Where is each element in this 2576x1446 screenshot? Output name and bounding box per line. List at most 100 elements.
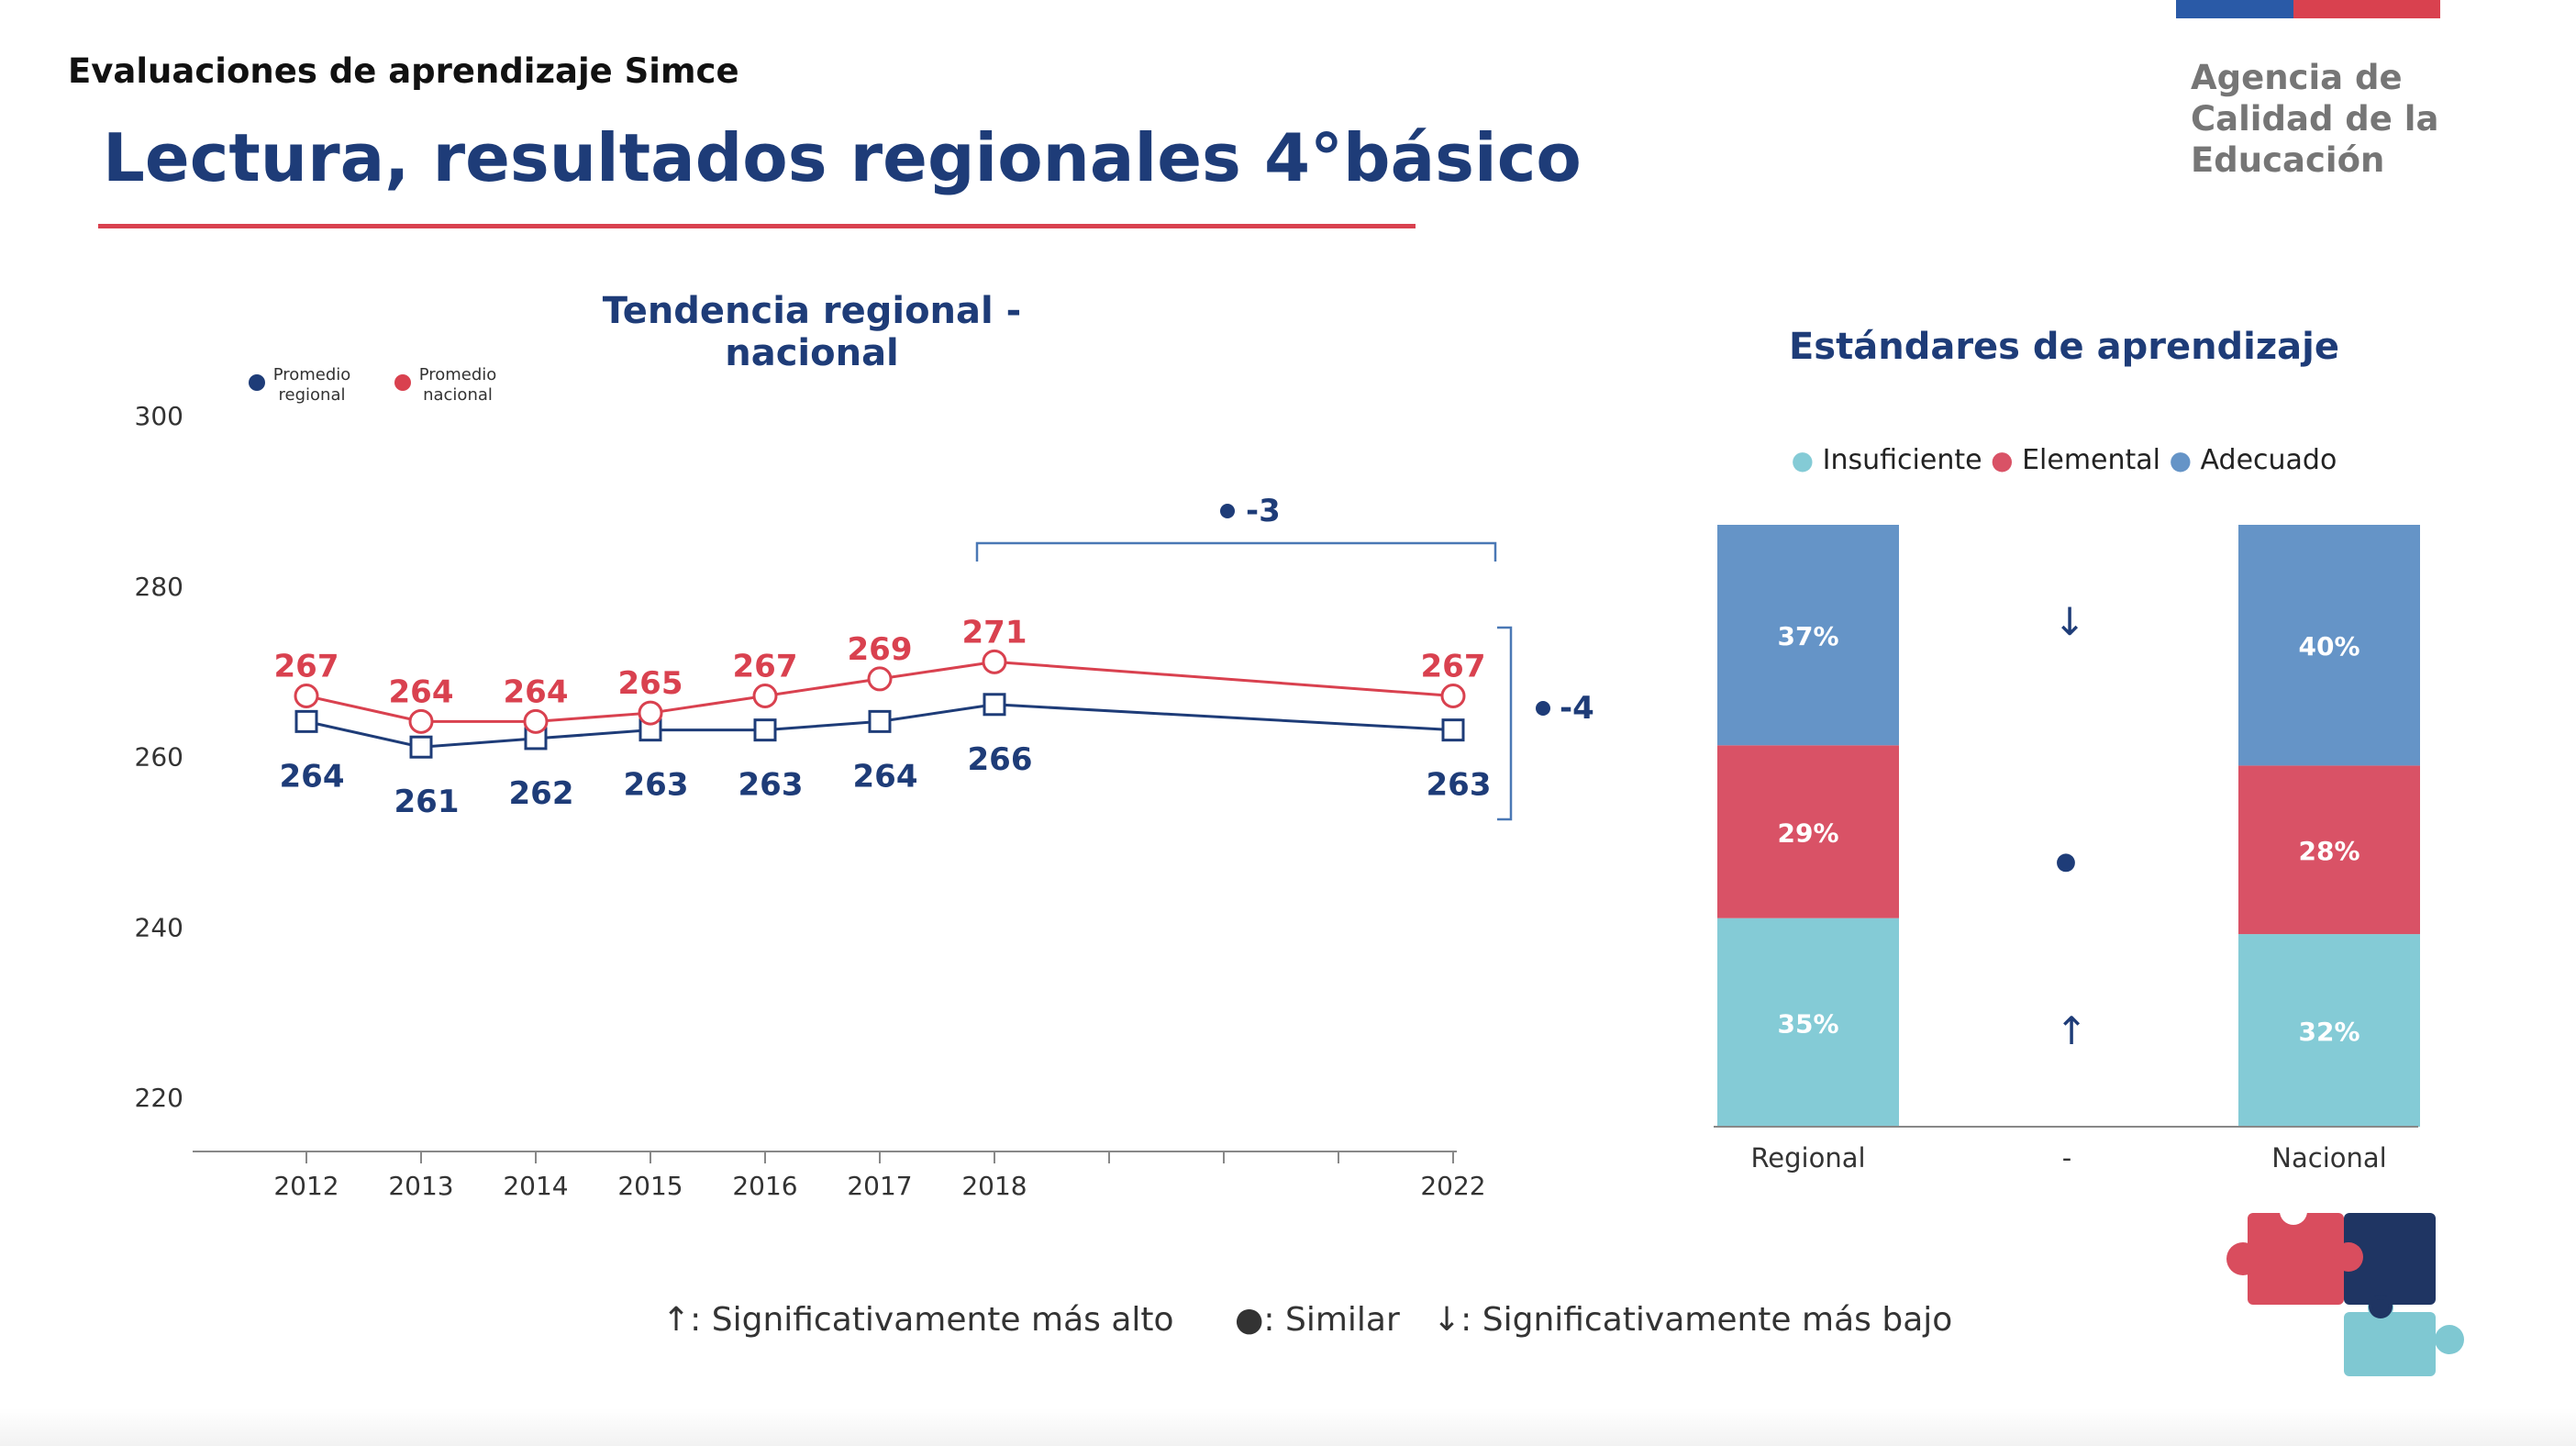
series-line-nacional (305, 660, 1454, 723)
data-point-regional (868, 709, 892, 733)
y-tick-label: 260 (135, 742, 183, 773)
data-point-nacional (523, 708, 549, 734)
data-point-nacional (1440, 683, 1466, 708)
data-point-nacional (294, 683, 319, 708)
legend-dot-regional (249, 374, 265, 391)
annotation-gap-dot (1536, 701, 1550, 716)
data-point-regional (409, 735, 433, 759)
data-label-regional: 262 (509, 775, 574, 812)
data-label-regional: 263 (1427, 767, 1492, 804)
bar-chart-legend: ● Insuficiente ● Elemental ● Adecuado (1725, 444, 2404, 476)
data-point-regional (1441, 718, 1465, 742)
agency-line-2: Calidad de la (2191, 99, 2439, 139)
category-label-regional: Regional (1750, 1142, 1865, 1173)
bar-label-elemental: 28% (2298, 836, 2359, 866)
data-label-nacional: 269 (848, 631, 913, 668)
legend-label-adecuado: Adecuado (2200, 444, 2337, 476)
bar-segment-elemental-nacional (2238, 765, 2420, 935)
annotation-change-dot (1220, 504, 1235, 518)
data-point-regional (753, 718, 777, 742)
legend-dot-adecuado: ● (2169, 445, 2192, 475)
bar-label-insuficiente: 35% (1777, 1008, 1838, 1039)
legend-label-regional-2: regional (279, 385, 346, 405)
legend-lower: ↓: Significativamente más bajo (1433, 1301, 1953, 1339)
comparison-insuficiente-arrow-up: ↑ (2055, 1008, 2087, 1053)
data-label-nacional: 271 (962, 614, 1027, 651)
line-chart-annotations: -3 -4 (975, 493, 1594, 821)
bar-segment-elemental-regional (1717, 745, 1899, 918)
x-tick-label: 2015 (617, 1171, 683, 1201)
line-chart: Promedio regional Promedio nacional 300 2… (135, 365, 1594, 1201)
bracket-2018-2022 (975, 541, 1497, 562)
data-label-regional: 264 (853, 758, 918, 795)
bar-segment-insuficiente-regional (1717, 918, 1899, 1127)
top-accent-bar-blue (2176, 0, 2293, 18)
puzzle-decoration-icon (2226, 1197, 2464, 1376)
bracket-gap-2022 (1497, 626, 1513, 821)
y-tick-label: 280 (135, 572, 183, 602)
legend-similar: ●: Similar (1235, 1301, 1400, 1339)
page-title: Lectura, resultados regionales 4°básico (103, 119, 1582, 196)
data-label-nacional: 264 (389, 673, 454, 710)
legend-label-nacional-2: nacional (423, 385, 493, 405)
legend-label-insuficiente: Insuficiente (1822, 444, 1982, 476)
legend-dot-insuficiente: ● (1791, 445, 1815, 475)
data-point-nacional (408, 708, 434, 734)
data-label-nacional: 267 (733, 648, 798, 684)
data-label-nacional: 265 (618, 665, 683, 702)
annotation-change-value: -3 (1246, 493, 1281, 529)
data-point-regional (983, 693, 1006, 717)
bar-segment-adecuado-nacional (2238, 525, 2420, 766)
legend-higher: ↑: Significativamente más alto (662, 1301, 1174, 1339)
x-tick-label: 2016 (732, 1171, 797, 1201)
data-label-regional: 263 (624, 767, 689, 804)
agency-line-1: Agencia de (2191, 58, 2403, 97)
data-point-nacional (982, 649, 1007, 674)
x-tick-label: 2012 (273, 1171, 339, 1201)
x-tick-label: 2022 (1420, 1171, 1485, 1201)
data-label-regional: 261 (394, 784, 460, 820)
legend-dot-nacional (394, 374, 411, 391)
data-label-nacional: 267 (1421, 648, 1486, 684)
legend-dot-elemental: ● (1991, 445, 2014, 475)
data-point-nacional (752, 683, 778, 708)
comparison-elemental-dot: ● (2056, 848, 2077, 875)
category-label-middle: - (2062, 1142, 2071, 1173)
x-tick-label: 2013 (388, 1171, 453, 1201)
stacked-bar-chart: 35% 29% 37% 32% 28% 40% Regional Nacional - ↓ ●… (1714, 525, 2420, 1173)
x-tick-label: 2014 (503, 1171, 568, 1201)
annotation-gap-value: -4 (1560, 690, 1594, 727)
line-chart-legend: Promedio regional Promedio nacional (249, 365, 496, 405)
data-point-nacional (867, 666, 893, 692)
bar-segment-insuficiente-nacional (2238, 934, 2420, 1127)
y-tick-label: 240 (135, 912, 183, 942)
data-label-regional: 264 (280, 758, 345, 795)
bar-label-adecuado: 37% (1777, 621, 1838, 651)
bar-label-adecuado: 40% (2298, 631, 2359, 662)
comparison-symbols: ↓ ● ↑ (2053, 599, 2087, 1053)
legend-label-regional-1: Promedio (273, 365, 351, 384)
bar-label-insuficiente: 32% (2298, 1017, 2359, 1047)
legend-label-elemental: Elemental (2022, 444, 2161, 476)
page-subtitle: Evaluaciones de aprendizaje Simce (68, 51, 739, 91)
bar-segment-adecuado-regional (1717, 525, 1899, 746)
data-point-nacional (638, 700, 663, 726)
data-point-regional (294, 709, 318, 733)
data-label-regional: 266 (968, 741, 1033, 778)
series-line-regional (305, 703, 1454, 749)
title-underline (98, 224, 1416, 228)
bottom-shade (0, 1408, 2576, 1446)
top-accent-bar-red (2293, 0, 2440, 18)
line-chart-title: Tendencia regional - nacional (602, 290, 1022, 374)
data-label-nacional: 267 (274, 648, 339, 684)
data-label-regional: 263 (738, 767, 804, 804)
category-label-nacional: Nacional (2271, 1142, 2386, 1173)
x-tick-label: 2017 (847, 1171, 912, 1201)
bar-label-elemental: 29% (1777, 818, 1838, 848)
agency-line-3: Educación (2191, 140, 2385, 180)
y-tick-label: 300 (135, 401, 183, 431)
x-tick-label: 2018 (961, 1171, 1027, 1201)
y-tick-label: 220 (135, 1083, 183, 1113)
data-label-nacional: 264 (504, 673, 569, 710)
legend-label-nacional-1: Promedio (419, 365, 497, 384)
